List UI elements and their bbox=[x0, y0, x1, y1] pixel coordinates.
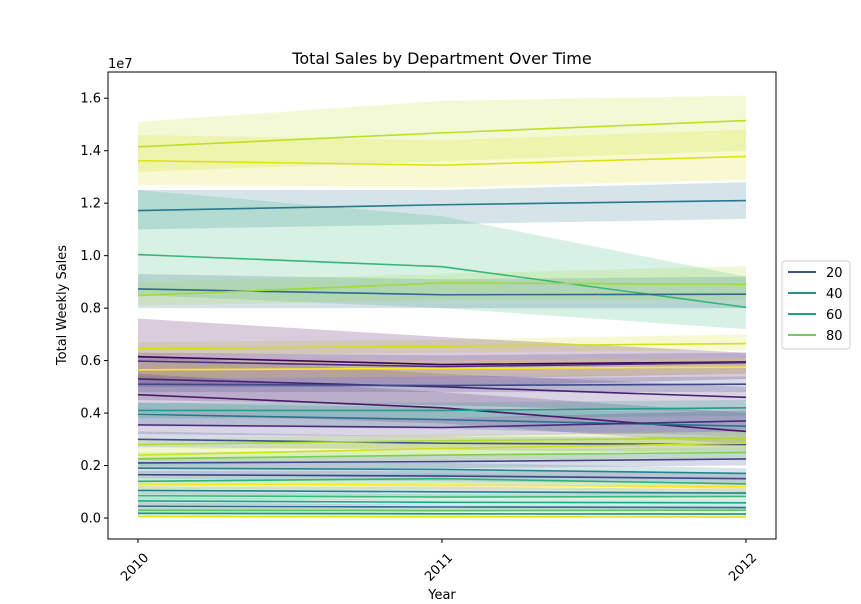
series-line-14 bbox=[138, 407, 747, 412]
legend-frame bbox=[781, 260, 851, 350]
y-tick-label: 0.4 bbox=[80, 407, 101, 422]
series-band-11 bbox=[138, 376, 746, 393]
series-line-21 bbox=[137, 451, 747, 460]
series-line-17 bbox=[137, 437, 747, 446]
series-band-2 bbox=[138, 182, 746, 230]
series-line-16 bbox=[137, 438, 747, 446]
y-tick-label: 1.4 bbox=[80, 144, 101, 159]
series-line-27 bbox=[137, 500, 747, 504]
series-line-24 bbox=[137, 477, 747, 485]
y-axis: 0.0 0.2 0.4 0.6 0.8 1.0 1.2 1.4 1.6 bbox=[80, 92, 108, 527]
series-line-0 bbox=[137, 119, 747, 148]
series-line-1 bbox=[137, 155, 747, 166]
y-axis-label: Total Weekly Sales bbox=[55, 245, 70, 366]
series-line-23 bbox=[137, 483, 747, 488]
legend-label: 60 bbox=[826, 308, 843, 323]
chart-title: Total Sales by Department Over Time bbox=[291, 49, 591, 68]
series-line-8 bbox=[137, 360, 747, 368]
series-line-2 bbox=[137, 199, 747, 212]
series-band-6 bbox=[138, 334, 746, 356]
series-line-29 bbox=[137, 509, 747, 512]
series-line-22 bbox=[137, 473, 747, 480]
legend-label: 80 bbox=[826, 329, 843, 344]
y-tick-label: 0.6 bbox=[80, 354, 101, 369]
y-tick-label: 1.6 bbox=[80, 92, 101, 107]
legend-label: 20 bbox=[826, 266, 843, 281]
series-line-10 bbox=[137, 366, 747, 371]
x-axis-label: Year bbox=[427, 588, 456, 603]
series-band-4 bbox=[138, 274, 746, 309]
legend-label: 40 bbox=[826, 287, 843, 302]
series-line-19 bbox=[137, 458, 747, 464]
series-line-20 bbox=[137, 467, 747, 475]
series-band-1 bbox=[138, 129, 746, 188]
series-band-14 bbox=[138, 399, 746, 419]
series-line-9 bbox=[137, 378, 747, 399]
y-axis-multiplier: 1e7 bbox=[108, 57, 133, 72]
y-tick-label: 1.2 bbox=[80, 197, 101, 212]
series-band-16 bbox=[138, 431, 746, 453]
series-line-13 bbox=[137, 413, 747, 427]
series-line-31 bbox=[137, 515, 747, 518]
series-line-30 bbox=[137, 512, 747, 515]
y-tick-label: 1.0 bbox=[80, 249, 101, 264]
series-line-25 bbox=[137, 489, 747, 494]
series-line-11 bbox=[137, 383, 747, 387]
series-line-7 bbox=[137, 355, 747, 366]
series-band-26 bbox=[138, 491, 746, 500]
series-band-5 bbox=[138, 266, 746, 306]
y-tick-label: 0.0 bbox=[80, 512, 101, 527]
series-line-5 bbox=[137, 282, 747, 297]
legend: 20 40 60 80 bbox=[781, 260, 851, 350]
series-lines bbox=[137, 119, 747, 518]
y-tick-label: 0.2 bbox=[80, 459, 101, 474]
y-tick-label: 0.8 bbox=[80, 302, 101, 317]
series-line-18 bbox=[137, 442, 747, 456]
series-line-15 bbox=[137, 420, 747, 429]
series-line-6 bbox=[137, 342, 747, 350]
series-line-26 bbox=[137, 494, 747, 498]
series-band-12 bbox=[138, 373, 746, 445]
series-line-28 bbox=[137, 505, 747, 509]
